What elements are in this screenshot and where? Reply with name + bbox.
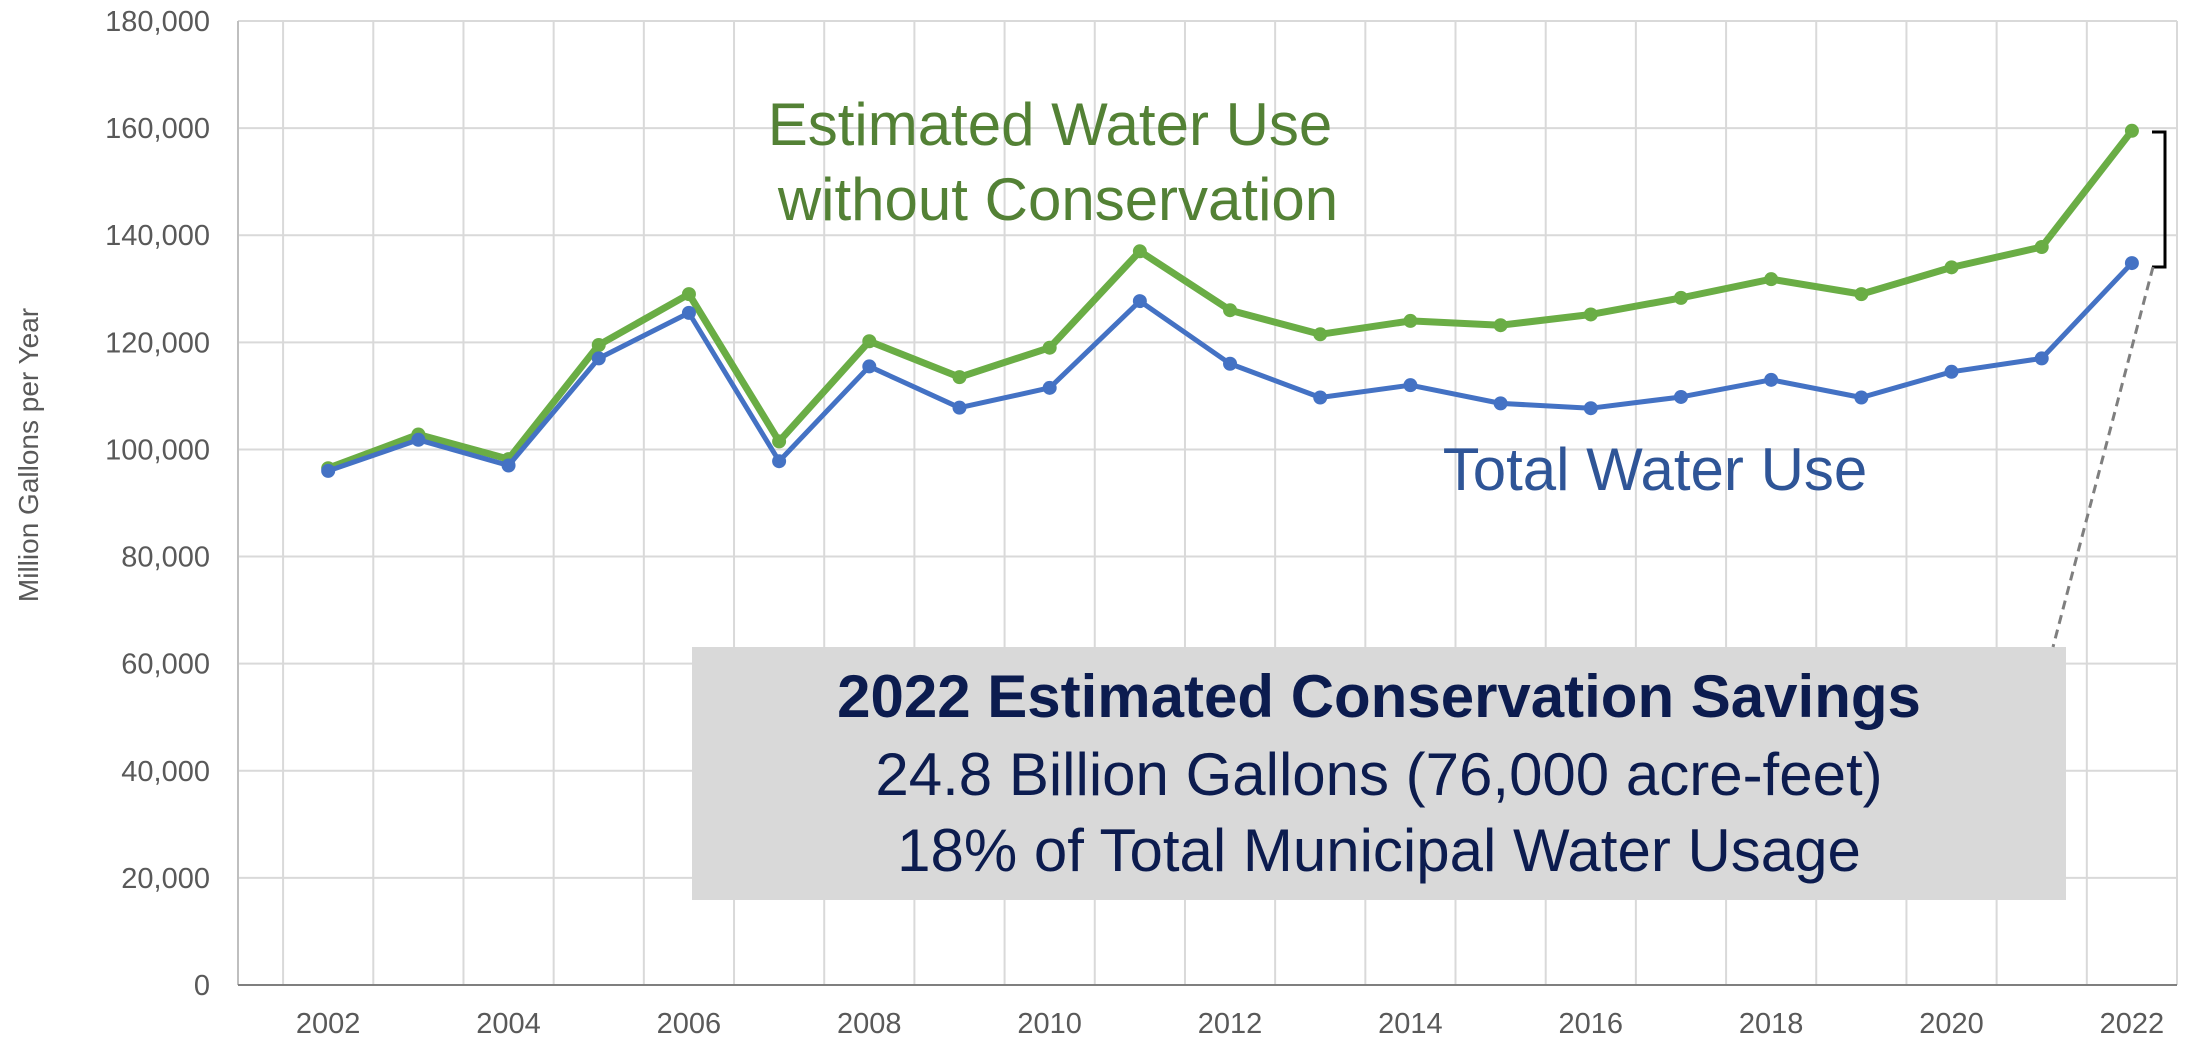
series-1-point [502,459,516,473]
y-tick-label: 140,000 [105,220,210,252]
series-1-point [1674,390,1688,404]
x-tick-label: 2014 [1378,1008,1443,1040]
y-tick-label: 100,000 [105,434,210,466]
series-0-point [2125,124,2139,138]
x-tick-label: 2002 [296,1008,361,1040]
y-tick-label: 80,000 [121,542,210,574]
savings-box-line-2: 18% of Total Municipal Water Usage [897,817,1861,884]
series-1-point [862,359,876,373]
series-1-point [1764,373,1778,387]
series-1-point [1223,357,1237,371]
series-0-point [1674,291,1688,305]
y-tick-label: 40,000 [121,756,210,788]
green-series-label-line-2: without Conservation [777,166,1338,233]
savings-dashed-leader [2053,267,2153,647]
y-axis-label: Million Gallons per Year [13,308,44,602]
series-1-point [1584,401,1598,415]
series-1-point [2035,351,2049,365]
series-0-point [862,334,876,348]
series-1-point [682,306,696,320]
savings-bracket [2152,132,2165,267]
y-tick-label: 0 [194,970,210,1002]
blue-series-label: Total Water Use [1443,436,1868,503]
x-tick-labels: 2002 2004 2006 2008 2010 2012 2014 2016 2018 2020… [296,1008,2164,1040]
x-tick-label: 2008 [837,1008,902,1040]
y-tick-label: 120,000 [105,327,210,359]
green-series-label-line-1: Estimated Water Use [768,91,1333,158]
series-0-point [2035,240,2049,254]
series-0-point [592,338,606,352]
series-1-point [1945,365,1959,379]
series-0-point [682,287,696,301]
x-tick-label: 2010 [1017,1008,1082,1040]
series-1-point [411,433,425,447]
series-1-point [1854,390,1868,404]
series-1-point [1403,378,1417,392]
y-tick-label: 20,000 [121,863,210,895]
y-tick-labels: 0 20,000 40,000 60,000 80,000 100,000 120,000 1… [105,6,210,1002]
y-tick-label: 180,000 [105,6,210,38]
series-1-point [952,401,966,415]
series-0-point [1764,272,1778,286]
y-tick-label: 60,000 [121,649,210,681]
series-0-point [1494,318,1508,332]
y-tick-label: 160,000 [105,113,210,145]
series-0-point [1854,287,1868,301]
x-tick-label: 2020 [1919,1008,1984,1040]
series-0-point [1223,303,1237,317]
series-1-point [1133,294,1147,308]
series-0-point [1584,307,1598,321]
x-tick-label: 2004 [476,1008,541,1040]
x-tick-label: 2022 [2100,1008,2165,1040]
series-0-point [1403,314,1417,328]
series-1-point [321,464,335,478]
savings-box-line-1: 24.8 Billion Gallons (76,000 acre-feet) [875,741,1882,808]
series-1-point [592,351,606,365]
savings-box-title: 2022 Estimated Conservation Savings [837,663,1921,730]
series-0-point [772,434,786,448]
series-0-point [1945,260,1959,274]
series-0-point [1043,341,1057,355]
series-1-point [1494,396,1508,410]
series-1-point [2125,256,2139,270]
series-0-point [1313,327,1327,341]
series-1-point [1313,390,1327,404]
series-0-point [1133,244,1147,258]
x-tick-label: 2006 [657,1008,722,1040]
x-tick-label: 2016 [1559,1008,1624,1040]
series-0-point [952,370,966,384]
x-tick-label: 2012 [1198,1008,1263,1040]
series-1-point [1043,381,1057,395]
series-1-point [772,454,786,468]
x-tick-label: 2018 [1739,1008,1804,1040]
